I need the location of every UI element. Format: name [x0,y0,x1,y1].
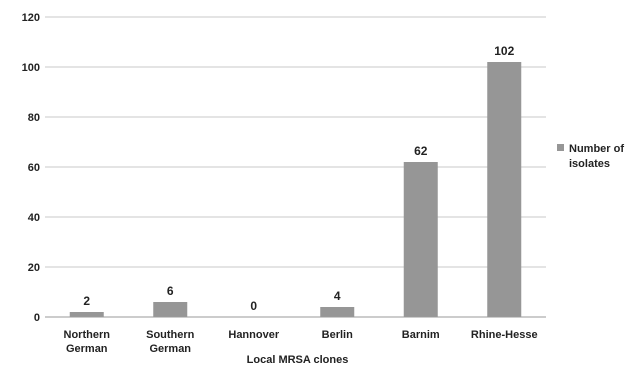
data-label: 62 [414,144,428,158]
bar [320,307,355,317]
y-tick-label: 40 [28,212,40,224]
x-tick-label: Rhine-Hesse [471,329,538,341]
data-label: 102 [494,44,514,58]
x-axis-title: Local MRSA clones [247,354,349,366]
data-label: 6 [167,284,174,298]
y-tick-label: 0 [34,312,40,324]
legend: Number of isolates [557,143,624,170]
y-tick-label: 20 [28,262,40,274]
y-tick-label: 120 [22,12,40,24]
y-tick-label: 80 [28,112,40,124]
bar [69,312,104,317]
data-labels: 2 6 0 4 62 102 [83,44,514,313]
bar [153,302,188,317]
data-label: 4 [334,289,341,303]
bars [69,62,522,317]
x-tick-label: Southern German [146,329,195,355]
y-tick-label: 100 [22,62,40,74]
data-label: 2 [83,294,90,308]
x-tick-label: Berlin [322,329,353,341]
category-labels: Northern German Southern German Hannover Berl… [64,329,538,355]
x-tick-label: Barnim [402,329,440,341]
y-axis-ticks: 0 20 40 60 80 100 120 [22,12,40,324]
bar [403,162,438,317]
data-label: 0 [250,299,257,313]
y-tick-label: 60 [28,162,40,174]
x-tick-label: Northern German [64,329,111,355]
gridlines [45,16,546,268]
x-tick-label: Hannover [228,329,279,341]
legend-label: Number of isolates [569,143,624,170]
bar [487,62,522,317]
legend-swatch [557,144,564,151]
